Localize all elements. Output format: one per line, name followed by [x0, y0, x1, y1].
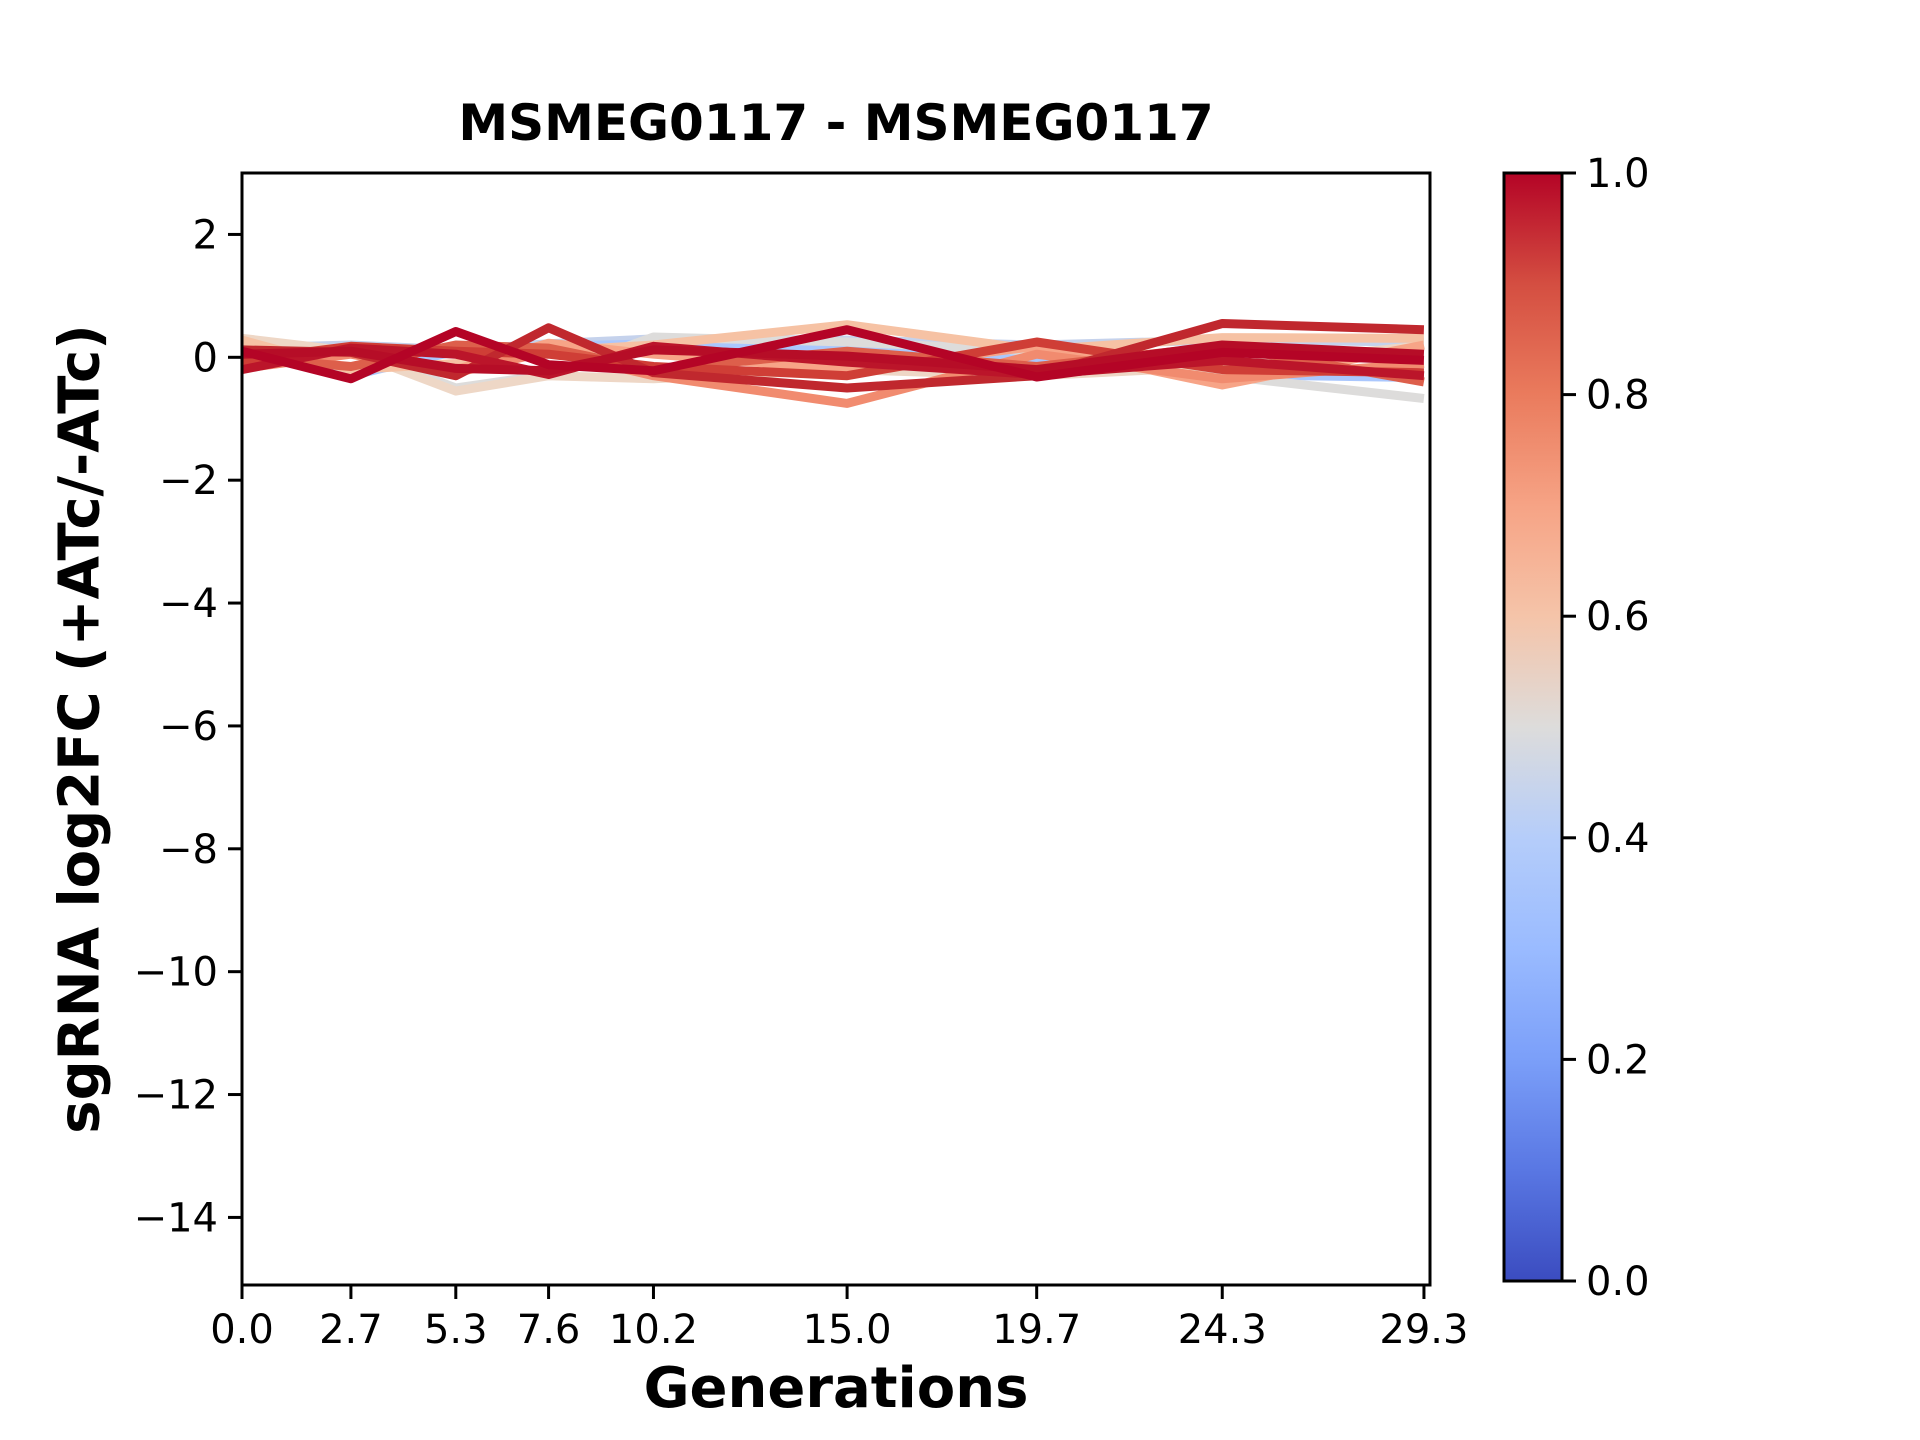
y-tick-label: 2	[193, 212, 218, 258]
y-axis-ticks-group: 2 0 −2 −4 −6 −8 −10 −12 −14	[134, 212, 242, 1241]
series-lines-group	[242, 319, 1425, 408]
sgrna-line-sgRNA-13	[242, 325, 1425, 384]
plot-border	[240, 171, 1432, 1287]
y-tick-label: −8	[159, 827, 218, 873]
colorbar-tick-label: 1.0	[1586, 151, 1650, 197]
y-tick-label: −14	[134, 1195, 218, 1241]
colorbar-tick-label: 0.6	[1586, 594, 1650, 640]
x-tick-label: 29.3	[1379, 1307, 1468, 1353]
colorbar-tick-label: 0.0	[1586, 1259, 1650, 1305]
sgrna-line-sgRNA-12	[242, 340, 1425, 376]
y-tick-label: −6	[159, 704, 218, 750]
x-tick-label: 2.7	[319, 1307, 383, 1353]
y-tick-label: −10	[134, 950, 218, 996]
x-tick-label: 0.0	[210, 1307, 274, 1353]
chart-title: MSMEG0117 - MSMEG0117	[458, 94, 1214, 152]
colorbar	[1502, 171, 1564, 1283]
x-axis-label: Generations	[643, 1356, 1029, 1421]
y-tick-label: 0	[193, 335, 218, 381]
colorbar-tick-label: 0.8	[1586, 373, 1650, 419]
colorbar-tick-label: 0.2	[1586, 1037, 1650, 1083]
x-tick-label: 15.0	[803, 1307, 892, 1353]
x-axis-ticks-group: 0.0 2.7 5.3 7.6 10.2 15.0 19.7 24.3 29.3	[210, 1285, 1468, 1353]
y-tick-label: −4	[159, 581, 218, 627]
y-tick-label: −12	[134, 1073, 218, 1119]
x-tick-label: 10.2	[609, 1307, 698, 1353]
colorbar-tick-label: 0.4	[1586, 816, 1650, 862]
y-tick-label: −2	[159, 458, 218, 504]
y-axis-label: sgRNA log2FC (+ATc/-ATc)	[47, 324, 113, 1134]
x-tick-label: 24.3	[1178, 1307, 1267, 1353]
colorbar-ticks-group: 1.0 0.8 0.6 0.4 0.2 0.0	[1562, 151, 1650, 1305]
x-tick-label: 19.7	[992, 1307, 1081, 1353]
x-tick-label: 5.3	[424, 1307, 488, 1353]
x-tick-label: 7.6	[517, 1307, 581, 1353]
